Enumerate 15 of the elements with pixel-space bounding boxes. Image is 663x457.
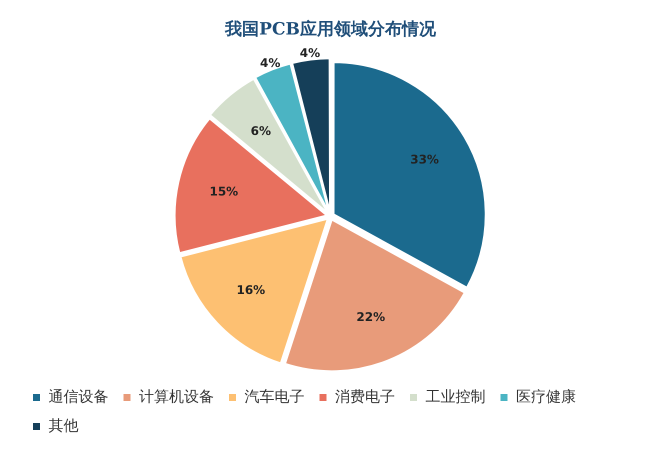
data-label: 6% (250, 124, 272, 138)
data-label: 33% (410, 152, 439, 167)
chart-title: 我国PCB应用领域分布情况 (224, 20, 437, 40)
data-label: 4% (300, 46, 320, 60)
data-label: 16% (236, 283, 266, 298)
legend-label: 工业控制 (426, 387, 486, 406)
data-label: 4% (260, 56, 280, 70)
legend-label: 汽车电子 (244, 387, 304, 406)
legend-label: 计算机设备 (139, 387, 214, 406)
legend-label: 通信设备 (48, 387, 108, 406)
legend-label: 其他 (48, 416, 78, 434)
data-label: 22% (356, 310, 386, 324)
data-label: 15% (209, 184, 238, 198)
legend-label: 医疗健康 (516, 387, 576, 406)
legend-label: 消费电子 (335, 387, 395, 406)
